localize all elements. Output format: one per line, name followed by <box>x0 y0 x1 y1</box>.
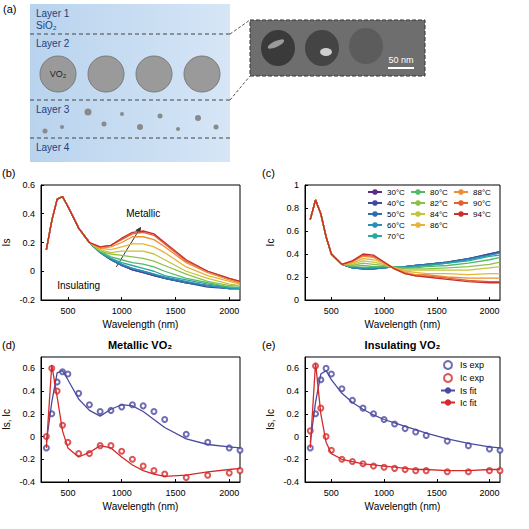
svg-text:Wavelength (nm): Wavelength (nm) <box>365 319 441 330</box>
svg-text:0.6: 0.6 <box>286 363 299 373</box>
svg-text:1500: 1500 <box>165 488 185 498</box>
svg-text:Ic: Ic <box>265 239 276 247</box>
svg-text:2000: 2000 <box>219 488 239 498</box>
svg-text:0.2: 0.2 <box>286 272 299 282</box>
svg-text:0.2: 0.2 <box>286 409 299 419</box>
svg-text:0: 0 <box>294 432 299 442</box>
svg-text:Metallic VO₂: Metallic VO₂ <box>108 339 172 351</box>
svg-text:0: 0 <box>294 295 299 305</box>
svg-text:500: 500 <box>60 306 75 316</box>
svg-text:2000: 2000 <box>219 306 239 316</box>
svg-text:1500: 1500 <box>427 306 447 316</box>
svg-text:50°C: 50°C <box>387 210 405 219</box>
svg-text:(a): (a) <box>3 3 16 15</box>
svg-text:Wavelength (nm): Wavelength (nm) <box>103 319 179 330</box>
svg-text:82°C: 82°C <box>430 199 448 208</box>
svg-text:70°C: 70°C <box>387 232 405 241</box>
svg-text:500: 500 <box>324 306 339 316</box>
svg-text:-0.4: -0.4 <box>19 477 35 487</box>
svg-text:Is fit: Is fit <box>460 386 477 396</box>
svg-text:500: 500 <box>324 488 339 498</box>
svg-text:Wavelength (nm): Wavelength (nm) <box>103 501 179 512</box>
svg-text:Insulating: Insulating <box>57 280 100 291</box>
svg-text:1500: 1500 <box>165 306 185 316</box>
svg-text:Ic fit: Ic fit <box>460 398 477 408</box>
svg-text:0: 0 <box>30 266 35 276</box>
svg-text:500: 500 <box>60 488 75 498</box>
svg-text:Is: Is <box>1 239 12 247</box>
svg-text:Layer 2: Layer 2 <box>36 38 70 49</box>
svg-text:2000: 2000 <box>479 488 499 498</box>
svg-text:0: 0 <box>30 432 35 442</box>
svg-text:0.6: 0.6 <box>286 226 299 236</box>
svg-text:1000: 1000 <box>374 488 394 498</box>
svg-text:0.2: 0.2 <box>22 409 35 419</box>
svg-text:SiO₂: SiO₂ <box>36 20 57 31</box>
svg-text:1000: 1000 <box>112 488 132 498</box>
svg-text:88°C: 88°C <box>473 188 491 197</box>
svg-text:Ic exp: Ic exp <box>460 373 484 383</box>
svg-text:(d): (d) <box>2 339 15 351</box>
svg-text:80°C: 80°C <box>430 188 448 197</box>
svg-text:0.6: 0.6 <box>22 363 35 373</box>
svg-text:Layer 4: Layer 4 <box>36 142 70 153</box>
svg-text:Is exp: Is exp <box>460 360 484 370</box>
svg-text:Is, Ic: Is, Ic <box>265 409 276 430</box>
svg-text:0.4: 0.4 <box>22 386 35 396</box>
svg-text:Layer 3: Layer 3 <box>36 104 70 115</box>
svg-text:86°C: 86°C <box>430 221 448 230</box>
svg-text:Layer 1: Layer 1 <box>36 8 70 19</box>
svg-text:1500: 1500 <box>427 488 447 498</box>
svg-text:60°C: 60°C <box>387 221 405 230</box>
svg-text:Metallic: Metallic <box>126 208 160 219</box>
svg-text:(c): (c) <box>262 167 275 179</box>
svg-text:Is, Ic: Is, Ic <box>1 409 12 430</box>
svg-text:2000: 2000 <box>479 306 499 316</box>
svg-text:94°C: 94°C <box>473 210 491 219</box>
svg-text:Wavelength (nm): Wavelength (nm) <box>365 501 441 512</box>
svg-text:0.4: 0.4 <box>286 249 299 259</box>
svg-text:Insulating VO₂: Insulating VO₂ <box>365 339 441 351</box>
svg-text:90°C: 90°C <box>473 199 491 208</box>
svg-text:0.4: 0.4 <box>22 209 35 219</box>
svg-text:-0.2: -0.2 <box>19 454 35 464</box>
svg-text:(e): (e) <box>262 339 275 351</box>
svg-text:-0.2: -0.2 <box>19 295 35 305</box>
svg-text:1: 1 <box>294 180 299 190</box>
svg-text:(b): (b) <box>2 167 15 179</box>
svg-text:VO₂: VO₂ <box>50 69 67 79</box>
svg-text:0.6: 0.6 <box>22 180 35 190</box>
svg-text:-0.4: -0.4 <box>283 477 299 487</box>
svg-text:40°C: 40°C <box>387 199 405 208</box>
svg-text:1000: 1000 <box>374 306 394 316</box>
svg-text:0.4: 0.4 <box>286 386 299 396</box>
svg-text:0.2: 0.2 <box>22 238 35 248</box>
svg-text:-0.2: -0.2 <box>283 454 299 464</box>
svg-text:84°C: 84°C <box>430 210 448 219</box>
svg-text:1000: 1000 <box>112 306 132 316</box>
svg-text:30°C: 30°C <box>387 188 405 197</box>
svg-text:0.8: 0.8 <box>286 203 299 213</box>
svg-text:50 nm: 50 nm <box>388 55 413 65</box>
